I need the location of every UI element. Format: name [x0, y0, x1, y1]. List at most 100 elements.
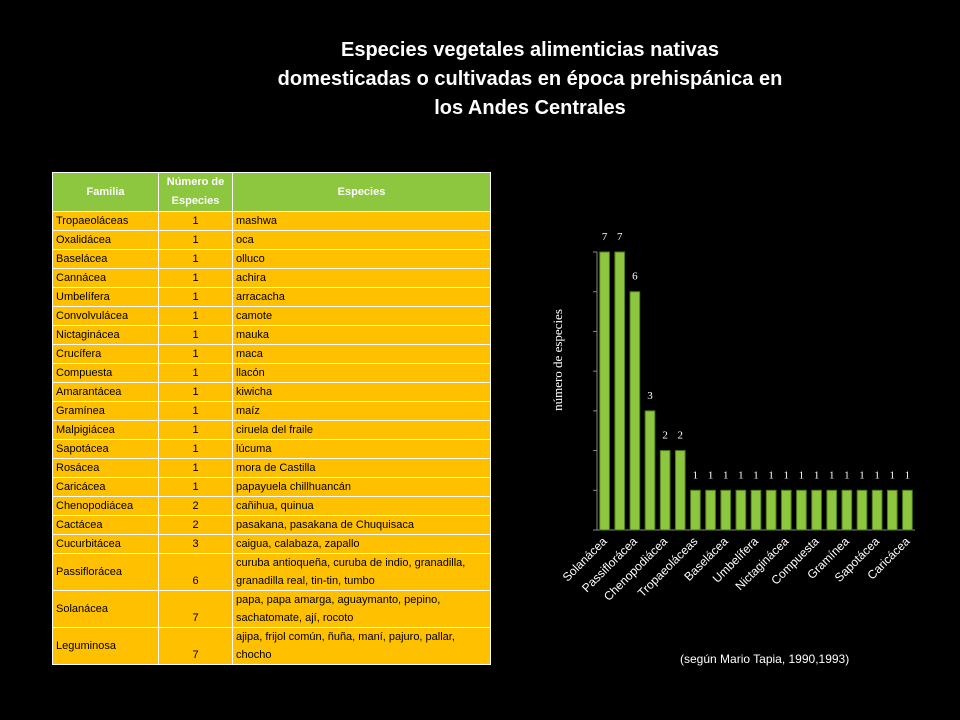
table-row: Cucurbitácea 3 caigua, calabaza, zapallo — [52, 534, 491, 554]
count-cell: 1 — [158, 363, 233, 383]
species-cell: maca — [232, 344, 491, 364]
bar — [750, 489, 762, 531]
family-cell: Passiflorácea — [52, 553, 159, 591]
species-cell: oca — [232, 230, 491, 250]
title-line: domesticadas o cultivadas en época prehi… — [277, 68, 783, 90]
table-row: Umbelífera 1 arracacha — [52, 287, 491, 307]
value-label: 1 — [693, 469, 699, 481]
title-line: Especies vegetales alimenticias nativas — [341, 39, 719, 61]
table-row: Malpigiácea 1 ciruela del fraile — [52, 420, 491, 440]
source-note: (según Mario Tapia, 1990,1993) — [680, 652, 850, 666]
family-cell: Solanácea — [52, 590, 159, 628]
table-row: Convolvulácea 1 camote — [52, 306, 491, 326]
table-row: Rosácea 1 mora de Castilla — [52, 458, 491, 478]
value-label: 1 — [799, 469, 805, 481]
table-row: Passiflorácea 6 curuba antioqueña, curuba … — [52, 553, 491, 591]
bar — [826, 489, 838, 531]
table-body: Tropaeoláceas 1 mashwa Oxalidácea 1 oca Baselá… — [52, 211, 491, 665]
count-cell: 7 — [158, 627, 233, 665]
value-label: 1 — [753, 469, 759, 481]
table-row: Caricácea 1 papayuela chillhuancán — [52, 477, 491, 497]
bar — [599, 251, 610, 531]
bar — [871, 489, 883, 531]
family-cell: Rosácea — [52, 458, 159, 478]
family-cell: Cannácea — [52, 268, 159, 288]
value-label: 1 — [723, 469, 729, 481]
family-cell: Convolvulácea — [52, 306, 159, 326]
family-cell: Tropaeoláceas — [52, 211, 159, 231]
species-cell: pasakana, pasakana de Chuquisaca — [232, 515, 491, 535]
species-cell: mora de Castilla — [232, 458, 491, 478]
species-cell: llacón — [232, 363, 491, 383]
value-label: 1 — [905, 469, 911, 481]
species-cell: ciruela del fraile — [232, 420, 491, 440]
species-cell: olluco — [232, 249, 491, 269]
bar — [705, 489, 716, 531]
value-label: 2 — [662, 430, 668, 442]
bar — [886, 489, 898, 531]
value-label: 6 — [632, 271, 638, 283]
value-label: 1 — [738, 469, 744, 481]
species-cell: caigua, calabaza, zapallo — [232, 534, 491, 554]
title-line: los Andes Centrales — [434, 97, 626, 119]
bar — [674, 450, 686, 531]
species-cell: cañihua, quinua — [232, 496, 491, 516]
table-row: Leguminosa 7 ajipa, frijol común, ñuña, ma… — [52, 627, 491, 665]
family-cell: Umbelífera — [52, 287, 159, 307]
table-row: Solanácea 7 papa, papa amarga, aguaymanto,… — [52, 590, 491, 628]
family-cell: Baselácea — [52, 249, 159, 269]
bar — [720, 489, 732, 531]
value-label: 1 — [784, 469, 790, 481]
bar — [841, 489, 853, 531]
y-axis-label: número de especies — [550, 309, 565, 411]
slide-title: Especies vegetales alimenticias nativas … — [180, 36, 880, 123]
value-label: 2 — [678, 430, 684, 442]
family-cell: Leguminosa — [52, 627, 159, 665]
value-label: 1 — [874, 469, 880, 481]
count-cell: 6 — [158, 553, 233, 591]
value-label: 7 — [602, 231, 608, 243]
bar — [780, 489, 792, 531]
count-cell: 1 — [158, 287, 233, 307]
count-cell: 2 — [158, 515, 233, 535]
species-table: Familia Número de Especies Especies Trop… — [52, 172, 491, 665]
count-cell: 1 — [158, 439, 233, 459]
value-label: 1 — [814, 469, 820, 481]
header-row: Familia Número de Especies Especies — [52, 172, 491, 212]
family-cell: Malpigiácea — [52, 420, 159, 440]
species-cell: maíz — [232, 401, 491, 421]
bar — [690, 489, 701, 531]
family-cell: Gramínea — [52, 401, 159, 421]
value-label: 3 — [647, 390, 653, 402]
count-cell: 1 — [158, 344, 233, 364]
count-cell: 1 — [158, 420, 233, 440]
bar — [614, 251, 626, 531]
species-cell: kiwicha — [232, 382, 491, 402]
value-label: 1 — [829, 469, 835, 481]
species-cell: lúcuma — [232, 439, 491, 459]
species-cell: papayuela chillhuancán — [232, 477, 491, 497]
bar — [902, 489, 913, 531]
family-cell: Chenopodiácea — [52, 496, 159, 516]
table-row: Crucífera 1 maca — [52, 344, 491, 364]
table-row: Cactácea 2 pasakana, pasakana de Chuquisac… — [52, 515, 491, 535]
header-cell: Familia — [52, 172, 159, 212]
species-cell: papa, papa amarga, aguaymanto, pepino, s… — [232, 590, 491, 628]
species-cell: mauka — [232, 325, 491, 345]
bar — [765, 489, 777, 531]
species-cell: curuba antioqueña, curuba de indio, gran… — [232, 553, 491, 591]
value-label: 1 — [844, 469, 850, 481]
table-row: Chenopodiácea 2 cañihua, quinua — [52, 496, 491, 516]
bar — [629, 291, 641, 531]
table-row: Amarantácea 1 kiwicha — [52, 382, 491, 402]
species-cell: ajipa, frijol común, ñuña, maní, pajuro,… — [232, 627, 491, 665]
family-cell: Caricácea — [52, 477, 159, 497]
table-row: Tropaeoláceas 1 mashwa — [52, 211, 491, 231]
bar — [644, 410, 656, 531]
count-cell: 1 — [158, 401, 233, 421]
family-cell: Cucurbitácea — [52, 534, 159, 554]
value-label: 7 — [617, 231, 623, 243]
species-cell: camote — [232, 306, 491, 326]
bar — [811, 489, 822, 531]
